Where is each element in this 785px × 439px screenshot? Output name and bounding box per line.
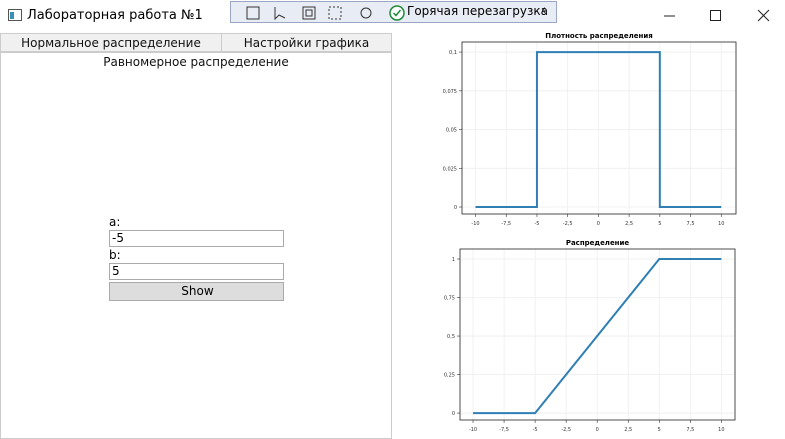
chart-title: Распределение <box>566 239 630 247</box>
a-label: a: <box>109 215 121 229</box>
x-tick-label: -7,5 <box>499 427 509 433</box>
y-tick-label: 0 <box>454 205 457 211</box>
toolbar-icons[interactable] <box>235 4 375 22</box>
title-bar: Лабораторная работа №1 Горячая перезагру… <box>0 0 785 32</box>
x-tick-label: -7,5 <box>501 221 511 227</box>
tab[interactable]: Нормальное распределение <box>0 33 222 52</box>
a-input[interactable]: -5 <box>109 230 284 247</box>
hot-reload[interactable]: Горячая перезагрузка <box>407 4 548 18</box>
show-button[interactable]: Show <box>109 282 284 301</box>
line <box>473 258 722 415</box>
y-tick-label: 0,025 <box>443 166 457 172</box>
x-tick-label: -5 <box>534 221 539 227</box>
app-icon <box>8 9 22 21</box>
b-label: b: <box>109 248 121 262</box>
y-tick-label: 1 <box>452 257 455 263</box>
x-tick-label: -2,5 <box>561 427 571 433</box>
x-tick-label: 0 <box>596 427 599 433</box>
x-tick-label: 7,5 <box>686 427 694 433</box>
window-controls[interactable] <box>660 8 775 24</box>
y-tick-label: 0,25 <box>444 373 455 379</box>
x-tick-label: 5 <box>658 427 661 433</box>
window-title: Лабораторная работа №1 <box>27 8 203 23</box>
charts: Плотность распределения -10 -7,5 -5 -2,5 0 2,5… <box>443 32 737 433</box>
x-tick-label: 10 <box>718 427 724 433</box>
x-tick-label: 5 <box>658 221 661 227</box>
y-tick-label: 0,1 <box>449 50 457 56</box>
y-tick-label: 0 <box>452 411 455 417</box>
x-tick-label: 0 <box>597 221 600 227</box>
y-tick-label: 0,075 <box>443 89 457 95</box>
debug-toolbar: Горячая перезагрузка ‹ <box>230 1 557 23</box>
x-tick-label: 2,5 <box>624 427 632 433</box>
tab-content <box>0 71 392 439</box>
x-tick-label: -10 <box>471 221 479 227</box>
y-tick-label: 0,05 <box>446 128 457 134</box>
chart-title: Плотность распределения <box>545 32 653 40</box>
x-tick-label: -10 <box>469 427 477 433</box>
plot-frame <box>459 248 736 421</box>
y-tick-label: 0,75 <box>444 296 455 302</box>
collapse[interactable]: ‹ <box>541 3 547 18</box>
x-tick-label: -5 <box>533 427 538 433</box>
check-icon <box>389 5 405 21</box>
tab-selected[interactable]: Равномерное распределение <box>0 52 392 72</box>
line <box>475 51 722 209</box>
b-input[interactable]: 5 <box>109 263 284 280</box>
x-tick-label: 10 <box>718 221 724 227</box>
tab[interactable]: Настройки графика <box>221 33 392 52</box>
x-tick-label: -2,5 <box>563 221 573 227</box>
plot-frame <box>461 41 737 215</box>
x-tick-label: 2,5 <box>625 221 633 227</box>
y-tick-label: 0,5 <box>447 334 455 340</box>
x-tick-label: 7,5 <box>687 221 695 227</box>
